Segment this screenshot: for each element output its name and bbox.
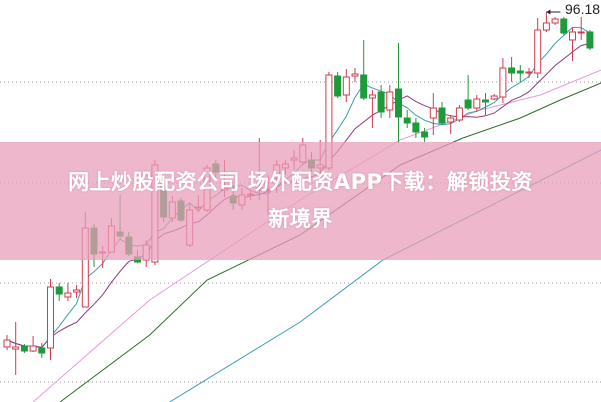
candle-up (490, 95, 498, 100)
candle-up (29, 345, 37, 352)
candle-down (20, 345, 28, 352)
candle-down (482, 99, 489, 103)
candle-up (368, 94, 376, 99)
title-banner: 网上炒股配资公司 场外配资APP下载：解锁投资 新境界 (0, 142, 601, 260)
candle-down (395, 88, 402, 118)
candle-up (525, 71, 533, 74)
candle-up (64, 292, 72, 298)
candle-up (429, 107, 437, 119)
candle-down (464, 99, 472, 109)
candle-up (577, 31, 585, 34)
moving-average-line (32, 69, 601, 402)
candle-down (38, 347, 46, 354)
candle-down (516, 70, 524, 74)
candle-up (455, 107, 463, 121)
candle-up (386, 91, 394, 111)
candle-up (499, 67, 507, 98)
banner-title-line1: 网上炒股配资公司 场外配资APP下载：解锁投资 (68, 170, 533, 194)
candle-down (360, 74, 368, 99)
peak-price-label: 96.18 (565, 1, 601, 17)
candle-down (508, 67, 516, 74)
candle-up (473, 98, 481, 109)
candle-up (447, 117, 455, 123)
candle-down (560, 18, 568, 34)
candle-down (377, 91, 385, 113)
candle-down (55, 286, 63, 295)
candle-down (586, 31, 594, 49)
peak-marker-arrow-icon (546, 9, 551, 15)
candle-down (421, 131, 429, 138)
candle-up (342, 76, 350, 96)
candle-up (12, 346, 20, 350)
candle-up (534, 29, 542, 74)
candle-up (47, 286, 54, 349)
candle-up (569, 31, 576, 41)
candle-up (551, 18, 559, 24)
candle-down (334, 75, 342, 97)
candle-down (438, 107, 446, 124)
candle-up (351, 73, 359, 77)
candle-up (73, 289, 81, 293)
candle-up (542, 22, 550, 31)
candle-down (412, 122, 420, 133)
candle-up (3, 339, 11, 348)
banner-title-line2: 新境界 (268, 207, 333, 231)
candle-down (403, 117, 411, 124)
